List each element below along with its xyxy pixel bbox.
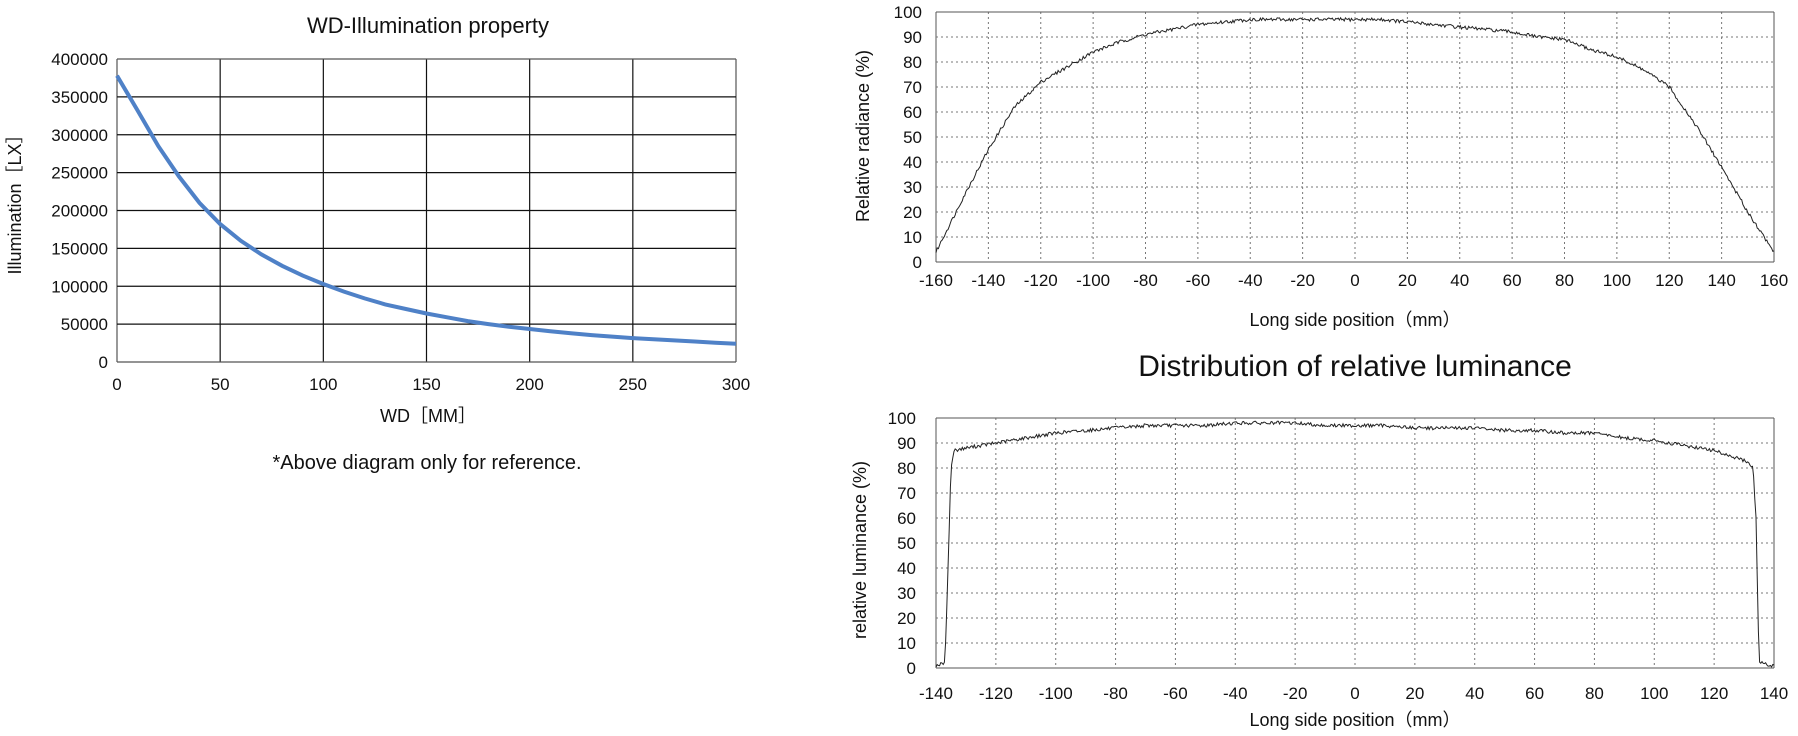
- x-tick-label: -140: [971, 271, 1005, 290]
- x-tick-label: 250: [619, 375, 647, 394]
- x-axis-label: WD［MM］: [380, 406, 476, 426]
- y-tick-label: 100: [888, 409, 916, 428]
- x-axis-label: Long side position（mm）: [1249, 710, 1460, 730]
- chart-wd-illumination: WD-Illumination property 0 50000 100000 150…: [5, 13, 750, 474]
- y-tick-label: 60: [897, 509, 916, 528]
- x-tick-label: 0: [1350, 271, 1359, 290]
- y-tick-label: 0: [99, 353, 108, 372]
- y-tick-labels: 0 10 20 30 40 50 60 70 80 90 100: [888, 409, 916, 678]
- x-tick-label: 100: [1640, 684, 1668, 703]
- x-tick-label: 300: [722, 375, 750, 394]
- x-tick-labels: -160 -140 -120 -100 -80 -60 -40 -20 0 20 40 60 80 100…: [919, 271, 1788, 290]
- y-tick-label: 50: [897, 534, 916, 553]
- x-tick-label: -20: [1283, 684, 1308, 703]
- x-tick-label: 120: [1655, 271, 1683, 290]
- y-tick-label: 10: [897, 634, 916, 653]
- chart-relative-luminance: Distribution of relative luminance 0 10 20…: [850, 350, 1788, 730]
- y-tick-label: 20: [903, 203, 922, 222]
- x-tick-label: -40: [1223, 684, 1248, 703]
- x-tick-label: 0: [1350, 684, 1359, 703]
- y-tick-label: 60: [903, 103, 922, 122]
- x-tick-labels: -140 -120 -100 -80 -60 -40 -20 0 20 40 60 80 100 120 1…: [919, 684, 1788, 703]
- x-tick-label: 60: [1525, 684, 1544, 703]
- y-tick-label: 0: [907, 659, 916, 678]
- grid: [935, 417, 1775, 669]
- series-line: [935, 420, 1775, 668]
- x-tick-label: 40: [1450, 271, 1469, 290]
- y-tick-label: 0: [913, 253, 922, 272]
- x-tick-labels: 0 50 100 150 200 250 300: [112, 375, 750, 394]
- x-tick-label: -100: [1076, 271, 1110, 290]
- y-tick-label: 200000: [51, 202, 108, 221]
- y-axis-label: Relative radiance (%): [853, 50, 873, 222]
- x-tick-label: -80: [1103, 684, 1128, 703]
- x-tick-label: 50: [211, 375, 230, 394]
- x-tick-label: -80: [1133, 271, 1158, 290]
- x-tick-label: 80: [1585, 684, 1604, 703]
- y-tick-label: 300000: [51, 126, 108, 145]
- y-tick-label: 40: [897, 559, 916, 578]
- x-tick-label: 200: [515, 375, 543, 394]
- y-axis-label: relative luminance (%): [850, 461, 870, 639]
- x-tick-label: -120: [979, 684, 1013, 703]
- reference-note: *Above diagram only for reference.: [272, 452, 581, 474]
- y-tick-label: 100000: [51, 277, 108, 296]
- x-tick-label: -120: [1024, 271, 1058, 290]
- y-tick-label: 250000: [51, 164, 108, 183]
- y-tick-label: 30: [897, 584, 916, 603]
- x-tick-label: 150: [412, 375, 440, 394]
- x-tick-label: -160: [919, 271, 953, 290]
- y-tick-label: 70: [903, 78, 922, 97]
- x-axis-label: Long side position（mm）: [1249, 310, 1460, 330]
- y-tick-label: 400000: [51, 50, 108, 69]
- x-tick-label: 100: [1603, 271, 1631, 290]
- x-tick-label: 120: [1700, 684, 1728, 703]
- chart-title: WD-Illumination property: [307, 13, 549, 38]
- x-tick-label: -20: [1290, 271, 1315, 290]
- y-tick-label: 80: [903, 53, 922, 72]
- x-tick-label: -100: [1039, 684, 1073, 703]
- y-tick-label: 150000: [51, 239, 108, 258]
- y-tick-label: 100: [894, 3, 922, 22]
- x-tick-label: 160: [1760, 271, 1788, 290]
- chart-title: Distribution of relative luminance: [1138, 350, 1572, 383]
- y-axis-label: Illumination［LX］: [5, 125, 25, 274]
- y-tick-label: 80: [897, 459, 916, 478]
- y-tick-label: 20: [897, 609, 916, 628]
- x-tick-label: -40: [1238, 271, 1263, 290]
- grid: [116, 58, 737, 363]
- y-tick-labels: 0 50000 100000 150000 200000 250000 300000 3500…: [51, 50, 108, 372]
- y-tick-label: 90: [897, 434, 916, 453]
- x-tick-label: 80: [1555, 271, 1574, 290]
- y-tick-label: 40: [903, 153, 922, 172]
- x-tick-label: 40: [1465, 684, 1484, 703]
- x-tick-label: 140: [1707, 271, 1735, 290]
- x-tick-label: 60: [1503, 271, 1522, 290]
- y-tick-label: 350000: [51, 88, 108, 107]
- x-tick-label: 0: [112, 375, 121, 394]
- x-tick-label: 100: [309, 375, 337, 394]
- y-tick-labels: 0 10 20 30 40 50 60 70 80 90 100: [894, 3, 922, 272]
- x-tick-label: -60: [1186, 271, 1211, 290]
- x-tick-label: 20: [1398, 271, 1417, 290]
- y-tick-label: 90: [903, 28, 922, 47]
- x-tick-label: 20: [1405, 684, 1424, 703]
- y-tick-label: 50: [903, 128, 922, 147]
- y-tick-label: 10: [903, 228, 922, 247]
- y-tick-label: 30: [903, 178, 922, 197]
- series-line: [935, 16, 1775, 253]
- x-tick-label: -60: [1163, 684, 1188, 703]
- y-tick-label: 50000: [61, 315, 108, 334]
- x-tick-label: 140: [1760, 684, 1788, 703]
- series-line: [115, 74, 737, 346]
- y-tick-label: 70: [897, 484, 916, 503]
- grid: [935, 11, 1775, 263]
- x-tick-label: -140: [919, 684, 953, 703]
